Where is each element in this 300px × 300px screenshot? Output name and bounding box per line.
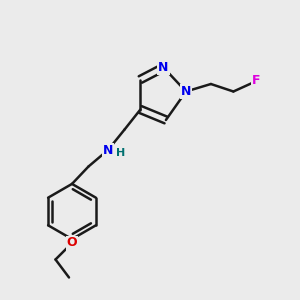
Text: F: F — [252, 74, 261, 88]
Text: H: H — [116, 148, 125, 158]
Text: N: N — [103, 143, 113, 157]
Text: N: N — [158, 61, 169, 74]
Text: O: O — [67, 236, 77, 250]
Text: N: N — [181, 85, 191, 98]
